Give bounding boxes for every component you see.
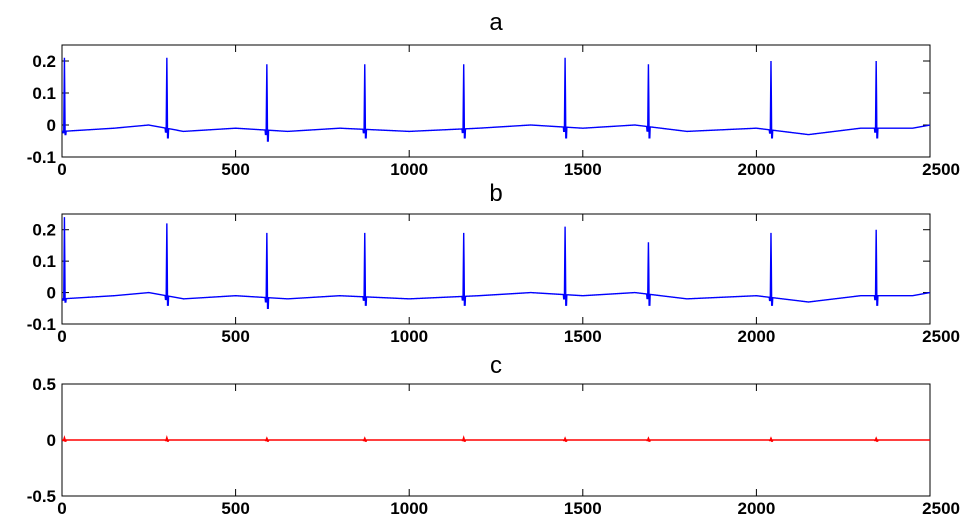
panel-b-x-tick-label: 0 <box>57 327 66 346</box>
panel-c-x-tick-label: 2000 <box>737 499 775 518</box>
panel-c: c -0.500.5 0 500 1000 1500 2000 2500 <box>27 352 960 518</box>
panel-c-title: c <box>490 352 502 379</box>
panel-a-title: a <box>489 9 503 36</box>
panel-a-x-tick-label: 2000 <box>737 160 775 179</box>
panel-a-y-tick-label: 0 <box>47 116 56 135</box>
panel-b-x-tick-label: 1500 <box>564 327 602 346</box>
panel-c-x-tick-label: 2500 <box>922 499 960 518</box>
panel-a-x-tick-label: 1000 <box>390 160 428 179</box>
panel-c-x-tick-label: 0 <box>57 499 66 518</box>
panel-b-title: b <box>489 180 502 207</box>
panel-a-x-ticks: 0 500 1000 1500 2000 2500 <box>57 45 960 179</box>
panel-b-axes <box>61 213 931 325</box>
panel-b-y-tick-label: -0.1 <box>27 315 56 334</box>
panel-a-x-tick-label: 2500 <box>922 160 960 179</box>
panel-b-x-tick-label: 2500 <box>922 327 960 346</box>
panel-a: a -0.100.10.2 0 500 1000 1500 2000 2500 <box>27 9 960 179</box>
panel-b-x-ticks: 0 500 1000 1500 2000 2500 <box>57 214 960 346</box>
panel-c-x-tick-label: 1500 <box>564 499 602 518</box>
panel-a-y-tick-label: 0.2 <box>32 52 56 71</box>
panel-a-x-tick-label: 0 <box>57 160 66 179</box>
panel-c-y-tick-label: 0.5 <box>32 375 56 394</box>
panel-b-y-tick-label: 0.2 <box>32 221 56 240</box>
panel-b-signal-line <box>61 217 931 309</box>
panel-c-y-tick-label: -0.5 <box>27 487 56 506</box>
panel-c-x-tick-label: 1000 <box>390 499 428 518</box>
panel-a-x-tick-label: 1500 <box>564 160 602 179</box>
panel-b-x-tick-label: 2000 <box>737 327 775 346</box>
panel-a-axes <box>61 44 931 158</box>
panel-a-y-ticks: -0.1 0 0.1 0.2 <box>27 52 930 167</box>
panel-b-y-tick-label: 0.1 <box>32 252 56 271</box>
panel-b: b -0.100.10.2 0 500 1000 1500 2000 2500 <box>27 180 960 346</box>
panel-b-x-tick-label: 1000 <box>390 327 428 346</box>
panel-a-y-tick-label: 0.1 <box>32 84 56 103</box>
panel-c-x-tick-label: 500 <box>221 499 249 518</box>
panel-c-x-ticks: 0 500 1000 1500 2000 2500 <box>57 384 960 518</box>
panel-c-y-tick-label: 0 <box>47 431 56 450</box>
panel-c-y-ticks: -0.5 0 0.5 <box>27 375 930 506</box>
panel-a-y-tick-label: -0.1 <box>27 148 56 167</box>
panel-c-signal-line <box>62 435 930 442</box>
panel-a-signal-line <box>61 57 931 142</box>
panel-b-y-tick-label: 0 <box>47 284 56 303</box>
panel-a-x-tick-label: 500 <box>221 160 249 179</box>
panel-b-x-tick-label: 500 <box>221 327 249 346</box>
